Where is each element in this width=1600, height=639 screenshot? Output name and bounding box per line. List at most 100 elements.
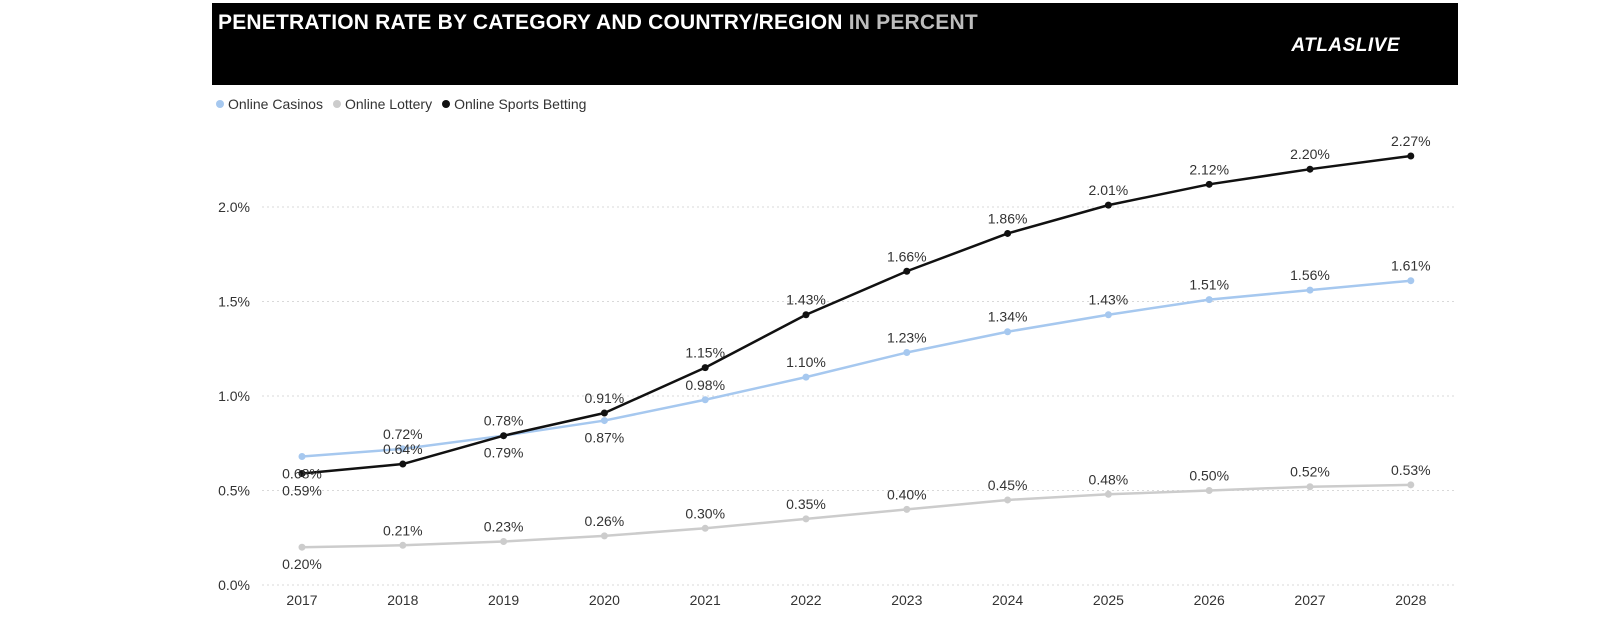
data-label: 0.26% (585, 513, 625, 529)
x-tick-label: 2019 (488, 592, 519, 608)
data-label: 2.12% (1189, 161, 1229, 177)
y-tick-label: 0.0% (218, 577, 250, 593)
x-tick-label: 2024 (992, 592, 1023, 608)
legend-marker-icon (332, 100, 341, 108)
data-label: 1.51% (1189, 277, 1229, 293)
chart-legend: Online Casinos Online Lottery Online Sport… (216, 96, 586, 112)
data-point (500, 538, 508, 546)
data-point (399, 460, 407, 468)
data-label: 0.35% (786, 496, 826, 512)
data-point (1205, 487, 1213, 494)
data-point (802, 515, 810, 523)
data-point (600, 417, 608, 425)
data-point (1407, 152, 1415, 160)
data-label: 1.10% (786, 354, 826, 370)
data-point (1407, 481, 1415, 489)
data-point (1104, 201, 1112, 209)
data-label: 0.48% (1089, 471, 1129, 487)
data-label: 0.68% (282, 465, 322, 481)
chart-title-main: PENETRATION RATE BY CATEGORY AND COUNTRY… (218, 11, 843, 34)
data-point (298, 469, 306, 477)
data-point (600, 532, 608, 540)
title-banner: PENETRATION RATE BY CATEGORY AND COUNTRY… (212, 3, 1458, 85)
y-tick-label: 2.0% (218, 199, 250, 215)
data-label: 2.20% (1290, 146, 1330, 162)
data-point (1205, 180, 1213, 188)
data-label: 1.34% (988, 309, 1028, 325)
data-point (903, 505, 911, 513)
legend-marker-icon (442, 100, 451, 108)
data-label: 0.79% (484, 445, 524, 461)
data-label: 0.45% (988, 477, 1028, 493)
legend-marker-icon (216, 100, 224, 108)
data-point (1004, 229, 1012, 237)
data-label: 1.15% (685, 345, 725, 361)
x-tick-label: 2023 (891, 592, 922, 608)
data-point (399, 445, 407, 453)
data-point (701, 364, 709, 372)
data-label: 0.72% (383, 426, 423, 442)
data-point (500, 432, 508, 440)
chart-title-sub: IN PERCENT (848, 11, 978, 34)
x-tick-label: 2028 (1395, 592, 1426, 608)
x-tick-label: 2021 (690, 592, 721, 608)
data-label: 2.01% (1089, 182, 1129, 198)
data-point (1306, 483, 1314, 491)
data-point (1104, 311, 1112, 319)
series-line (301, 279, 1411, 458)
data-label: 0.20% (282, 556, 322, 572)
data-label: 0.21% (383, 522, 423, 538)
data-point (802, 373, 810, 381)
data-point (1004, 496, 1012, 504)
x-tick-label: 2026 (1194, 592, 1225, 608)
data-label: 1.66% (887, 248, 927, 264)
data-label: 1.43% (1089, 292, 1129, 308)
legend-label: Online Sports Betting (454, 96, 587, 112)
data-point (701, 524, 709, 532)
data-point (701, 396, 709, 404)
data-point (903, 267, 911, 275)
data-point (1004, 328, 1012, 336)
data-label: 1.56% (1290, 267, 1330, 283)
x-tick-label: 2018 (387, 592, 418, 608)
x-tick-label: 2022 (790, 592, 821, 608)
data-point (1407, 277, 1415, 285)
x-tick-label: 2027 (1294, 592, 1325, 608)
legend-item[interactable]: Online Casinos (216, 96, 323, 112)
data-label: 0.78% (484, 413, 524, 429)
data-label: 0.91% (585, 390, 625, 406)
data-label: 2.27% (1391, 133, 1431, 149)
data-label: 0.50% (1189, 468, 1229, 484)
data-label: 0.52% (1290, 464, 1330, 480)
data-label: 1.61% (1391, 258, 1431, 274)
data-point (1104, 490, 1112, 498)
data-point (298, 452, 306, 460)
data-point (1306, 286, 1314, 294)
chart-title: PENETRATION RATE BY CATEGORY AND COUNTRY… (218, 11, 978, 35)
brand-logo: ATLASLIVE (1291, 35, 1400, 56)
data-point (1205, 296, 1213, 304)
data-label: 0.59% (282, 482, 322, 498)
y-tick-label: 1.5% (218, 294, 250, 310)
x-tick-label: 2025 (1093, 592, 1124, 608)
data-label: 0.53% (1391, 462, 1431, 478)
data-label: 1.43% (786, 292, 826, 308)
legend-item[interactable]: Online Sports Betting (442, 96, 586, 112)
legend-label: Online Lottery (344, 96, 433, 112)
legend-label: Online Casinos (228, 96, 323, 112)
data-label: 0.98% (685, 377, 725, 393)
legend-item[interactable]: Online Lottery (332, 96, 433, 112)
data-label: 0.30% (685, 505, 725, 521)
data-label: 0.23% (484, 519, 524, 535)
data-label: 0.40% (887, 486, 927, 502)
x-tick-label: 2020 (589, 592, 620, 608)
series-line (301, 154, 1411, 475)
data-point (802, 311, 810, 319)
data-point (298, 543, 306, 551)
data-point (1306, 165, 1314, 173)
data-point (903, 349, 911, 357)
data-label: 1.23% (887, 330, 927, 346)
y-tick-label: 1.0% (218, 388, 250, 404)
data-label: 0.64% (383, 441, 423, 457)
